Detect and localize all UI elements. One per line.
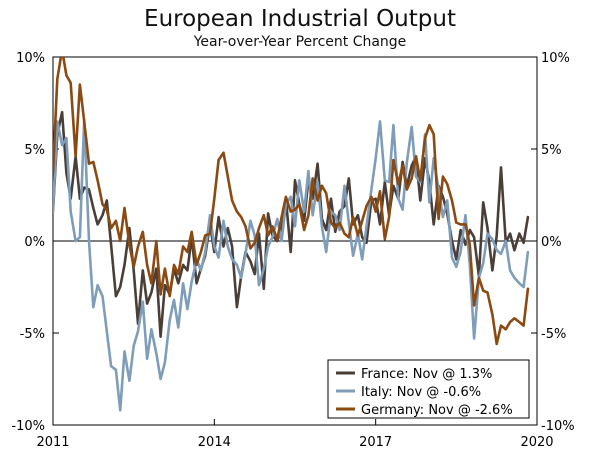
legend-label-france: France: Nov @ 1.3% xyxy=(361,367,492,382)
legend-box xyxy=(327,359,530,419)
x-tick-label: 2011 xyxy=(36,435,69,450)
y-tick-label-right: 10% xyxy=(541,51,570,66)
series-line-germany xyxy=(53,57,530,346)
legend: France: Nov @ 1.3% Italy: Nov @ -0.6% Germ… xyxy=(327,359,530,419)
y-tick-label-right: 5% xyxy=(541,143,562,158)
y-tick-label-left: 5% xyxy=(24,143,45,158)
y-tick-label-left: 10% xyxy=(16,51,45,66)
series-line-france xyxy=(53,110,530,339)
chart-subtitle: Year-over-Year Percent Change xyxy=(193,34,407,50)
y-tick-label-left: -5% xyxy=(20,327,45,342)
y-tick-label-left: -10% xyxy=(11,419,45,434)
x-tick-label: 2017 xyxy=(359,435,392,450)
y-tick-label-right: -10% xyxy=(541,419,575,434)
x-tick-label: 2014 xyxy=(198,435,231,450)
chart-title: European Industrial Output xyxy=(144,6,456,32)
legend-label-germany: Germany: Nov @ -2.6% xyxy=(361,403,513,418)
y-tick-label-left: 0% xyxy=(24,235,45,250)
x-tick-label: 2020 xyxy=(520,435,553,450)
y-tick-label-right: 0% xyxy=(541,235,562,250)
y-tick-label-right: -5% xyxy=(541,327,566,342)
series-line-italy xyxy=(53,118,530,412)
legend-label-italy: Italy: Nov @ -0.6% xyxy=(361,385,481,400)
